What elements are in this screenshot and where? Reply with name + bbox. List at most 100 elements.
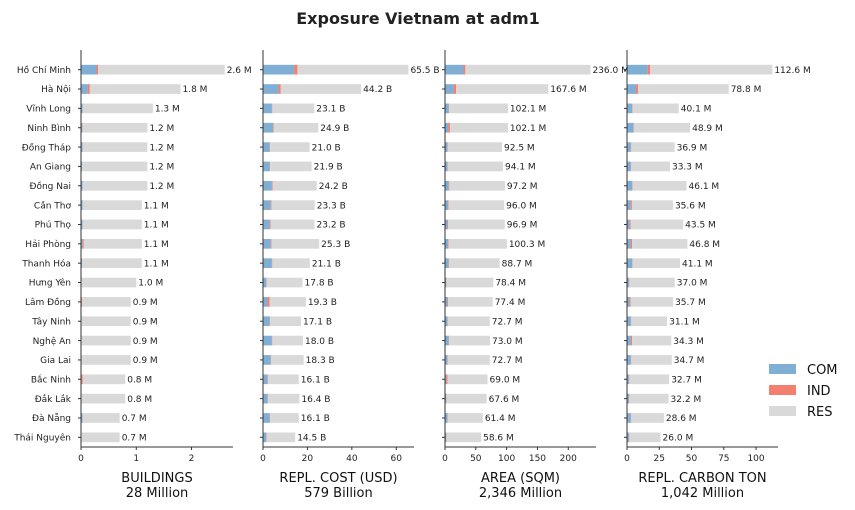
category-label: Phú Thọ [35, 221, 72, 231]
bar-com [627, 200, 631, 210]
bar-com [81, 161, 83, 172]
bar-res [449, 258, 500, 269]
bar-res [82, 180, 148, 191]
bar-res [272, 103, 315, 114]
bar-res [271, 355, 304, 365]
value-label: 65.5 B [410, 66, 439, 76]
bar-com [627, 238, 631, 249]
bar-com [445, 277, 447, 288]
value-label: 102.1 M [510, 105, 546, 115]
value-label: 1.2 M [149, 182, 174, 192]
x-tick-label: 100 [747, 454, 764, 464]
bar-com [445, 316, 448, 327]
bar-res [82, 413, 120, 423]
bar-com [263, 122, 273, 133]
x-axis-total: 28 Million [126, 486, 189, 501]
legend-label-com: COM [807, 363, 838, 378]
bar-ind [272, 122, 274, 133]
bar-res [270, 316, 301, 327]
value-label: 0.9 M [133, 298, 158, 308]
value-label: 1.2 M [149, 143, 174, 153]
bar-com [81, 413, 83, 423]
bar-com [627, 84, 637, 94]
bar-res [82, 219, 142, 230]
bar-res [272, 335, 303, 346]
value-label: 16.4 B [301, 395, 330, 405]
bar-res [447, 374, 488, 385]
bar-res [270, 219, 315, 230]
bar-res [456, 84, 549, 94]
bar-com [81, 103, 83, 114]
x-tick-label: 0 [442, 454, 448, 464]
bar-res [267, 393, 300, 404]
category-label: Lâm Đồng [25, 297, 71, 308]
bar-com [627, 122, 634, 133]
bar-com [627, 103, 633, 114]
panel-1: 2.6 M Hồ Chí Minh 1.8 M Hà Nội 1.3 M Vĩnh Lon… [13, 50, 252, 501]
panel-3: 236.0 M 167.6 M 102.1 M 102.1 M 92.5 M 94.1 M… [442, 50, 629, 501]
bar-com [263, 335, 272, 346]
chart-title: Exposure Vietnam at adm1 [296, 9, 540, 28]
bar-com [627, 219, 630, 230]
bar-res [280, 84, 362, 94]
value-label: 1.0 M [138, 279, 163, 289]
bar-ind [636, 84, 638, 94]
value-label: 96.9 M [507, 221, 538, 231]
bar-res [631, 200, 673, 210]
bar-ind [81, 374, 83, 385]
bar-res [82, 103, 153, 114]
category-label: Đồng Tháp [22, 142, 71, 153]
category-label: Ninh Bình [27, 124, 71, 134]
bar-res [447, 161, 503, 172]
value-label: 16.1 B [301, 375, 330, 385]
bar-res [633, 122, 691, 133]
bar-res [270, 142, 310, 152]
bar-res [447, 142, 503, 152]
bar-res [632, 258, 681, 269]
bar-com [445, 103, 449, 114]
bar-res [446, 277, 494, 288]
value-label: 236.0 M [592, 66, 628, 76]
x-tick-label: 60 [391, 454, 403, 464]
category-label: Đồng Nai [29, 181, 71, 192]
value-label: 35.6 M [675, 201, 706, 211]
bar-com [627, 180, 633, 191]
x-tick-label: 0 [78, 454, 84, 464]
category-label: Thái Nguyên [13, 433, 71, 444]
bar-ind [96, 64, 99, 75]
bar-res [81, 277, 137, 288]
value-label: 92.5 M [504, 143, 535, 153]
bar-res [272, 180, 317, 191]
value-label: 23.2 B [317, 221, 346, 231]
x-tick-label: 2 [189, 454, 195, 464]
bar-com [263, 393, 268, 404]
bar-res [98, 64, 225, 75]
bar-com [627, 413, 631, 423]
x-axis-label: AREA (SQM) [481, 471, 560, 486]
value-label: 77.4 M [495, 298, 526, 308]
bar-res [449, 180, 505, 191]
x-tick-label: 0 [260, 454, 266, 464]
category-label: Cần Thơ [34, 200, 72, 211]
bar-ind [270, 238, 272, 249]
legend: COM IND RES [769, 363, 838, 420]
bar-res [271, 200, 315, 210]
bar-ind [447, 219, 449, 230]
panels-layer: 2.6 M Hồ Chí Minh 1.8 M Hà Nội 1.3 M Vĩnh Lon… [13, 50, 811, 501]
bar-com [445, 180, 449, 191]
bar-com [627, 277, 629, 288]
x-tick-label: 50 [686, 454, 698, 464]
bar-com [445, 219, 448, 230]
bar-com [627, 374, 629, 385]
value-label: 0.9 M [133, 337, 158, 347]
value-label: 18.0 B [305, 337, 334, 347]
bar-ind [278, 84, 281, 94]
bar-res [266, 277, 303, 288]
value-label: 25.3 B [321, 240, 350, 250]
legend-swatch-com [769, 364, 796, 374]
value-label: 31.1 M [669, 317, 700, 327]
category-label: Hồ Chí Minh [17, 65, 71, 76]
legend-swatch-res [769, 406, 796, 416]
bar-res [82, 258, 142, 269]
